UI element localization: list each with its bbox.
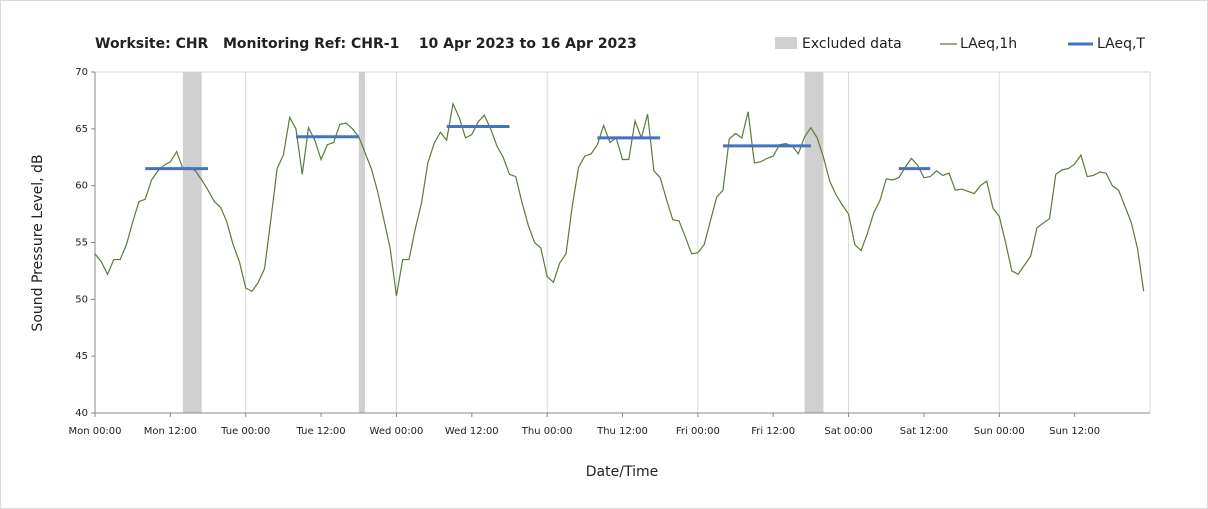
- legend-label: LAeq,1h: [960, 36, 1017, 52]
- y-tick-label: 50: [75, 294, 88, 305]
- x-tick-label: Mon 12:00: [144, 426, 197, 437]
- legend-swatch-excluded: [775, 37, 797, 49]
- y-tick-label: 70: [75, 67, 88, 78]
- x-tick-label: Tue 00:00: [220, 426, 270, 437]
- y-tick-label: 65: [75, 124, 88, 135]
- x-tick-label: Sat 12:00: [900, 426, 948, 437]
- y-tick-label: 55: [75, 238, 88, 249]
- excluded-band: [804, 72, 824, 413]
- x-tick-label: Thu 12:00: [596, 426, 648, 437]
- series-line: [94, 101, 1145, 297]
- x-tick-label: Fri 00:00: [676, 426, 720, 437]
- x-tick-label: Mon 00:00: [68, 426, 121, 437]
- x-tick-label: Sun 12:00: [1049, 426, 1100, 437]
- legend-label: LAeq,T: [1097, 36, 1145, 52]
- y-tick-label: 40: [75, 408, 88, 419]
- y-axis-label: Sound Pressure Level, dB: [30, 154, 46, 331]
- excluded-band: [358, 72, 366, 413]
- chart-title: Worksite: CHR Monitoring Ref: CHR-1 10 A…: [95, 36, 637, 52]
- x-tick-label: Sun 00:00: [974, 426, 1025, 437]
- x-tick-label: Wed 00:00: [370, 426, 424, 437]
- x-tick-label: Tue 12:00: [296, 426, 346, 437]
- x-axis-label: Date/Time: [586, 464, 658, 480]
- x-tick-label: Thu 00:00: [521, 426, 573, 437]
- legend-label: Excluded data: [802, 36, 902, 52]
- y-tick-label: 45: [75, 351, 88, 362]
- x-tick-label: Sat 00:00: [824, 426, 872, 437]
- excluded-band: [182, 72, 202, 413]
- x-tick-label: Fri 12:00: [751, 426, 795, 437]
- x-tick-label: Wed 12:00: [445, 426, 499, 437]
- y-tick-label: 60: [75, 181, 88, 192]
